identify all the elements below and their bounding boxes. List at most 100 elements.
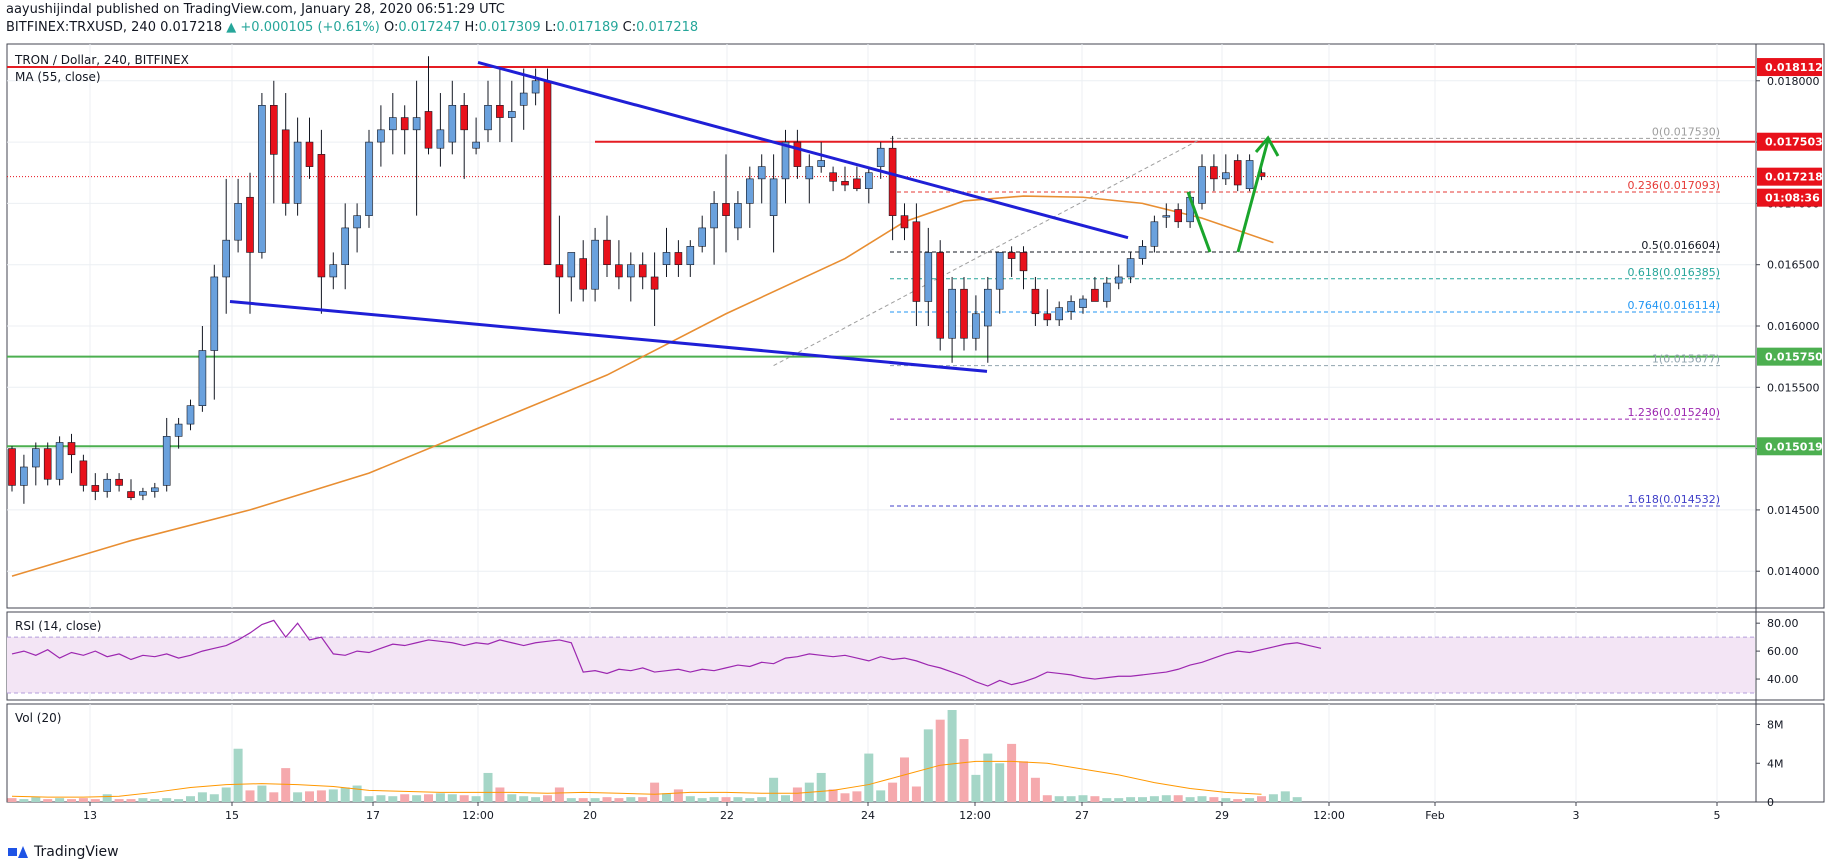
candle-body (186, 405, 195, 425)
vol-y-tick-label: 4M (1767, 757, 1784, 770)
volume-bar (209, 794, 219, 802)
x-tick-label: 12:00 (462, 809, 494, 822)
fib-level-label: 1(0.015677) (1652, 353, 1720, 366)
volume-bar (959, 739, 969, 802)
high-value: 0.017309 (478, 20, 541, 35)
x-tick-label: 17 (366, 809, 380, 822)
volume-bar (459, 795, 469, 802)
volume-bar (519, 796, 529, 802)
volume-bar (1292, 797, 1302, 802)
volume-bar (900, 757, 909, 802)
y-tick-label: 0.018000 (1767, 75, 1820, 88)
ma-legend: MA (55, close) (15, 70, 101, 84)
last-price: 0.017218 (160, 20, 223, 35)
candle-body (91, 485, 100, 492)
candle-body (460, 105, 469, 131)
volume-bar (257, 785, 267, 802)
open-label: O: (383, 20, 399, 35)
volume-bar (923, 729, 933, 802)
volume-bar (340, 787, 350, 802)
price-axis-badge (1757, 167, 1822, 186)
rsi-y-tick-label: 80.00 (1767, 617, 1799, 630)
candle-body (662, 252, 671, 265)
candle-body (388, 117, 397, 131)
rsi-y-tick-label: 60.00 (1767, 645, 1799, 658)
candle-body (531, 80, 540, 94)
fib-level-label: 0(0.017530) (1652, 125, 1720, 138)
volume-bar (650, 782, 660, 802)
candle-body (115, 478, 123, 486)
volume-bar (281, 768, 291, 802)
volume-bar (733, 797, 743, 802)
candle-body (864, 172, 873, 189)
volume-bar (90, 799, 100, 802)
candle-body (8, 448, 16, 486)
candle-body (1079, 298, 1087, 308)
candle-body (317, 154, 326, 278)
volume-bar (424, 794, 433, 802)
candle-body (555, 264, 564, 278)
symbol-text: BITFINEX:TRXUSD, 240 (6, 20, 156, 35)
volume-bar (828, 789, 838, 802)
tradingview-brand[interactable]: TradingView (8, 844, 119, 860)
volume-bar (662, 793, 671, 802)
volume-bar (328, 789, 338, 802)
close-value: 0.017218 (636, 20, 699, 35)
volume-bar (1007, 743, 1017, 802)
candle-body (484, 105, 492, 131)
y-tick-label: 0.015500 (1767, 381, 1820, 394)
volume-bar (471, 796, 481, 802)
price-axis-badge-label: 01:08:36 (1765, 192, 1820, 205)
rsi-title: RSI (14, close) (15, 619, 101, 633)
fib-level-label: 1.236(0.015240) (1627, 406, 1720, 419)
candle-body (1198, 166, 1206, 204)
candle-body (174, 423, 183, 437)
candle-body (1067, 301, 1075, 312)
candle-body (269, 105, 278, 155)
x-tick-label: 20 (583, 809, 597, 822)
volume-bar (781, 795, 790, 802)
candle-body (1210, 166, 1218, 180)
candle-body (20, 466, 28, 486)
candle-body (329, 264, 338, 278)
volume-bar (67, 799, 76, 802)
volume-bar (55, 798, 65, 802)
fib-trend-line (773, 137, 1203, 367)
volume-bar (1090, 796, 1100, 802)
low-value: 0.017189 (556, 20, 619, 35)
open-value: 0.017247 (398, 20, 461, 35)
volume-bar (626, 797, 636, 802)
candle-body (55, 442, 64, 480)
volume-bar (293, 792, 303, 802)
volume-bar (1209, 797, 1219, 802)
volume-bar (1161, 795, 1171, 802)
x-tick-label: 13 (83, 809, 97, 822)
price-axis-badge (1757, 188, 1822, 207)
up-arrow-head (1254, 135, 1280, 157)
candle-body (79, 460, 88, 486)
volume-bar (269, 792, 279, 802)
volume-bar (685, 796, 695, 802)
volume-bar (1245, 798, 1255, 802)
candle-body (757, 166, 766, 180)
x-tick-label: 27 (1075, 809, 1089, 822)
volume-bar (638, 797, 648, 802)
chart-legend-title: TRON / Dollar, 240, BITFINEX (14, 53, 189, 67)
volume-bar (1054, 796, 1064, 802)
candle-body (31, 448, 40, 468)
price-axis-badge (1757, 132, 1822, 151)
candle-body (960, 288, 968, 339)
candle-body (162, 436, 171, 486)
volume-bar (233, 748, 243, 802)
y-tick-label: 0.016500 (1767, 259, 1820, 272)
candle-body (1222, 172, 1230, 180)
candle-body (127, 491, 135, 498)
ma55-line (11, 195, 1274, 577)
fib-level-label: 0.236(0.017093) (1627, 179, 1720, 192)
volume-bar (388, 796, 398, 802)
volume-bar (543, 795, 552, 802)
candle-body (1103, 282, 1111, 302)
candle-body (983, 288, 992, 327)
candle-body (1055, 307, 1063, 321)
